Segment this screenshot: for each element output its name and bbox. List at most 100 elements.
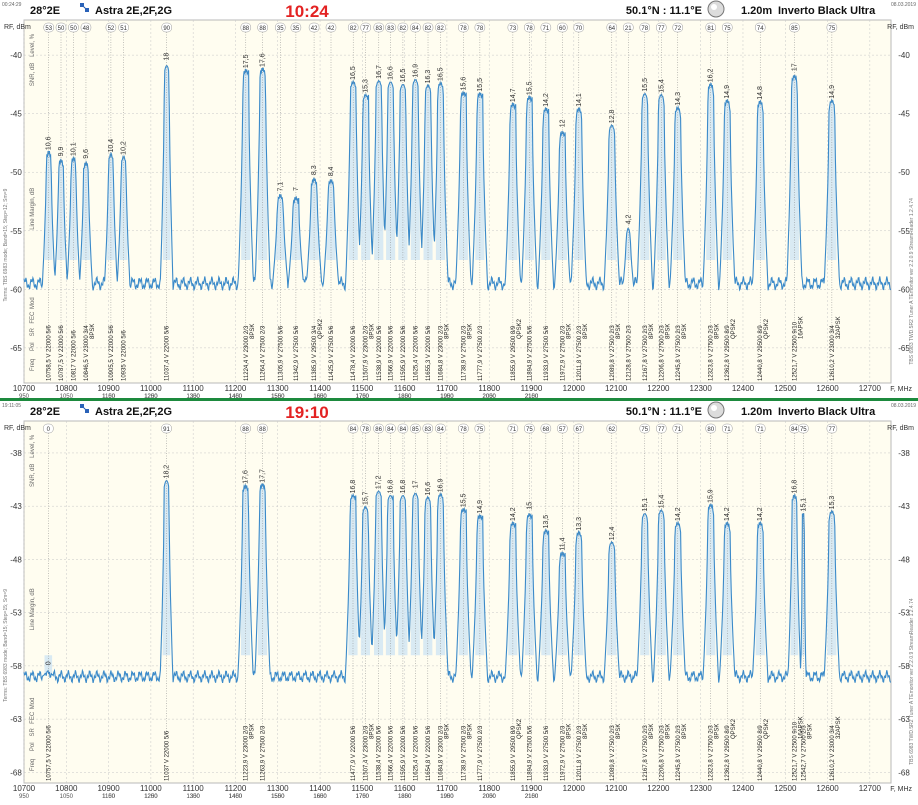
transponder: 52 10,4 10905,5 V 22000 5/6 [105, 22, 117, 381]
transponder: 91 18,2 11037 V 22000 5/6 [161, 423, 172, 781]
transponder: 74 14,8 12440,8 V 29500 8/9 QPSK2 [754, 22, 770, 381]
transponder-params: 11972,9 V 27500 2/3 [560, 725, 566, 781]
level-value: 42 [328, 26, 335, 32]
modulation: 8PSK [649, 724, 655, 739]
transponder: 64 12,8 12089,8 V 27500 2/3 8PSK [606, 22, 622, 381]
x-tick-rf: 11400 [309, 784, 331, 793]
x-tick-rf: 10700 [13, 384, 36, 393]
transponder: 71 14,2 12245,8 V 27500 2/3 8PSK [672, 423, 688, 781]
transponder-params: 11894,9 V 27500 5/6 [527, 325, 533, 381]
x-tick-rf: 12100 [605, 784, 628, 793]
level-value: 73 [510, 26, 517, 32]
level-badge [639, 22, 651, 33]
x-tick-if: 1600 [313, 394, 327, 400]
level-badge [422, 423, 434, 434]
level-value: 75 [829, 26, 836, 32]
x-tick-rf: 12500 [774, 384, 797, 393]
y-tick-right: -45 [898, 110, 910, 119]
x-tick-rf: 10700 [13, 784, 36, 793]
x-tick-rf: 12700 [859, 384, 882, 393]
x-tick-rf: 12200 [647, 384, 670, 393]
y-tick-right: -63 [898, 715, 910, 724]
level-badge [573, 22, 585, 33]
x-tick-if: 1200 [144, 394, 158, 400]
snr-value: 7 [293, 187, 300, 191]
transponder-fill [541, 530, 551, 656]
transponder: 85 17 11625,4 V 22000 5/6 [410, 423, 421, 781]
transponder-params: 11425,9 V 27500 5/6 [329, 325, 335, 381]
site-coordinates: 50.1°N : 11.1°E [626, 406, 702, 418]
level-value: 78 [526, 26, 533, 32]
level-value: 50 [58, 26, 65, 32]
snr-value: 15,1 [800, 498, 807, 512]
transponder-fill [790, 494, 799, 656]
transponder: 71 14,2 11855,9 V 29500 8/9 QPSK2 [507, 423, 523, 781]
dish-highlight [711, 405, 717, 411]
snr-value: 15,5 [526, 81, 533, 95]
satellite-panel-a [80, 3, 84, 7]
level-value: 86 [375, 427, 382, 433]
level-value: 85 [791, 26, 798, 32]
parameter-label: Level, % [30, 33, 36, 57]
transponder-params: 12521,7 V 22500 9/10 [792, 321, 798, 381]
snr-value: 14,2 [543, 93, 550, 107]
transponder-params: 10935 V 22000 5/6 [122, 330, 128, 381]
y-tick-right: -55 [898, 227, 910, 236]
level-badge [474, 423, 486, 434]
level-badge [347, 22, 359, 33]
parameter-label: Line Margin, dB [30, 188, 36, 230]
transponder-params: 11037 V 22000 5/6 [165, 730, 171, 781]
transponder: 75 15,1 12542,7 V 27500 2/3 8PSK [798, 423, 813, 781]
antenna-size: 1.20m [741, 5, 772, 17]
transponder-params: 11933,9 V 27500 5/6 [544, 725, 550, 781]
level-value: 57 [559, 427, 566, 433]
level-value: 78 [477, 26, 484, 32]
level-value: 70 [575, 26, 582, 32]
level-badge [240, 423, 251, 434]
x-tick-rf: 11600 [394, 784, 416, 793]
transponder-params: 11894,9 V 27500 5/6 [527, 725, 533, 781]
level-badge [672, 22, 684, 33]
x-tick-if: 1150 [102, 794, 116, 800]
panel-bottom: 19:11:05 08.03.2019 28°2E Astra 2E,2F,2G 19:… [0, 401, 918, 800]
transponder: 60 12 11972,9 V 27500 2/3 8PSK [557, 22, 572, 381]
modulation: 8PSK [444, 724, 450, 739]
x-tick-if: 1750 [356, 394, 370, 400]
modulation: 8PSK [616, 724, 622, 739]
level-value: 82 [400, 26, 407, 32]
y-tick-right: -40 [898, 51, 910, 60]
transponder-fill [257, 484, 268, 656]
satellite-panel-b [85, 8, 89, 12]
snr-value: 17,7 [259, 469, 266, 483]
x-tick-if: 1950 [440, 394, 454, 400]
x-tick-rf: 11400 [309, 384, 331, 393]
level-badge [105, 22, 117, 33]
transponder-fill [458, 508, 468, 656]
antenna-size: 1.20m [741, 406, 772, 418]
transponder-fill [258, 67, 268, 260]
x-tick-rf: 12400 [732, 784, 755, 793]
level-value: 78 [460, 427, 467, 433]
modulation: 8PSK [682, 724, 688, 739]
snr-value: 17 [412, 480, 419, 488]
level-value: 91 [163, 427, 170, 433]
level-badge [557, 22, 568, 33]
transponder-params: 10817 V 22000 5/6 [71, 330, 77, 381]
level-value: 82 [350, 26, 357, 32]
y-tick-right: -50 [898, 168, 910, 177]
snr-value: 16,8 [400, 480, 407, 494]
parameter-label: SNR, dB [30, 464, 36, 487]
transponder-params: 12610,2 V 23000 3/4 [830, 325, 836, 381]
transponder-fill [458, 91, 468, 260]
transponder-fill [119, 156, 128, 260]
transponder-fill [557, 132, 567, 260]
level-badge [397, 22, 409, 33]
y-tick-left: -63 [10, 715, 22, 724]
snr-value: 14,2 [757, 507, 764, 521]
level-value: 75 [800, 427, 807, 433]
transponder: 68 13,5 11933,9 V 27500 5/6 [540, 423, 552, 781]
transponder: 0 0 10757,5 V 22000 5/6 [43, 423, 54, 781]
transponder: 88 17,7 11263,9 V 27500 2/3 [257, 423, 268, 781]
modulation: 8PSK [665, 324, 671, 339]
transponder: 86 17,2 11538,4 V 22000 5/6 [373, 423, 384, 781]
